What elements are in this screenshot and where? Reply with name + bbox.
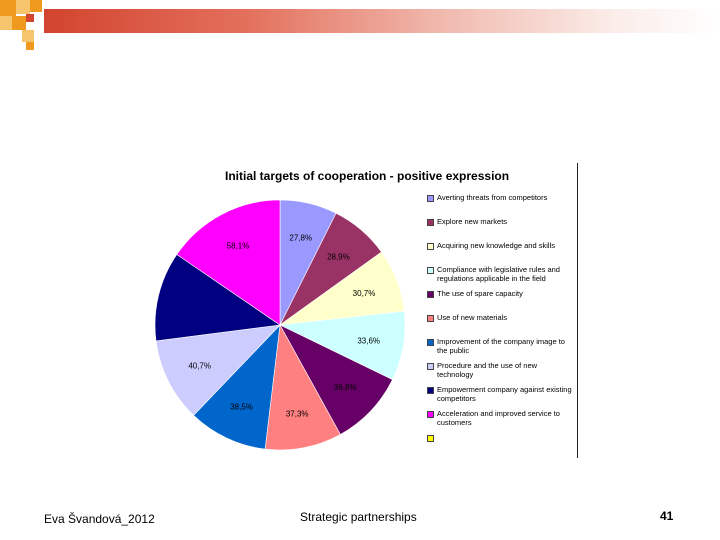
decor-square-orange-4 [26,42,34,50]
legend-swatch [427,363,434,370]
legend-swatch [427,411,434,418]
legend-item: Averting threats from competitors [427,193,575,217]
pie-slice [155,254,281,342]
legend-item: Acquiring new knowledge and skills [427,241,575,265]
pie-slice [279,324,393,435]
pie-slice [193,324,281,450]
legend-item: The use of spare capacity [427,289,575,313]
slice-data-label: 30,7% [353,289,376,298]
legend-label: Acquiring new knowledge and skills [437,241,555,250]
legend-swatch [427,243,434,250]
legend-swatch [427,291,434,298]
decor-square-orange-2 [30,0,42,12]
decor-square-red [26,14,34,22]
legend-swatch [427,339,434,346]
decor-square-orange-1 [0,0,16,16]
legend-item: Procedure and the use of new technology [427,361,575,385]
pie-slice [264,324,341,451]
legend-label: Procedure and the use of new technology [437,361,538,379]
decor-square-light-2 [0,16,12,30]
legend-swatch [427,315,434,322]
slice-data-label: 36,8% [334,383,357,392]
slice-data-label: 27,8% [289,233,312,242]
legend-swatch [427,435,434,442]
legend-item [427,433,575,457]
legend-item: Compliance with legislative rules and re… [427,265,575,289]
legend-label: Acceleration and improved service to cus… [437,409,560,427]
legend-label: Empowerment company against existing com… [437,385,572,403]
legend-item: Improvement of the company image to the … [427,337,575,361]
pie-chart-plot: 27,8% 28,9% 30,7% 33,6% 36,8% 37,3% 38,5% 40,7%… [155,199,406,451]
page-number: 41 [660,509,674,523]
slice-data-label: 38,5% [230,402,253,411]
slice-data-label: 40,7% [188,362,211,371]
decor-square-light-1 [16,0,30,14]
legend-label: Improvement of the company image to the … [437,337,565,355]
legend-label: The use of spare capacity [437,289,523,298]
decor-square-orange-3 [12,16,26,30]
slice-data-label: 58,1% [227,241,250,250]
legend-swatch [427,387,434,394]
legend-swatch [427,219,434,226]
pie-chart: Initial targets of cooperation - positiv… [155,163,578,458]
legend-swatch [427,195,434,202]
legend-label: Compliance with legislative rules and re… [437,265,560,283]
chart-legend: Averting threats from competitors Explore… [427,193,575,457]
pie-slice [155,324,281,416]
pie-slice [176,199,281,326]
decor-square-light-3 [22,30,34,42]
legend-item: Acceleration and improved service to cus… [427,409,575,433]
footer-author: Eva Švandová_2012 [44,512,155,526]
slice-data-label: 28,9% [327,253,350,262]
header-gradient-bar [44,9,720,33]
footer-title: Strategic partnerships [300,510,417,524]
chart-title: Initial targets of cooperation - positiv… [225,169,510,183]
legend-item: Empowerment company against existing com… [427,385,575,409]
legend-item: Use of new materials [427,313,575,337]
legend-item: Explore new markets [427,217,575,241]
legend-label: Explore new markets [437,217,508,226]
legend-swatch [427,267,434,274]
legend-label: Use of new materials [437,313,508,322]
legend-label: Averting threats from competitors [437,193,548,202]
slice-data-label: 37,3% [286,409,309,418]
slice-data-label: 33,6% [357,336,380,345]
